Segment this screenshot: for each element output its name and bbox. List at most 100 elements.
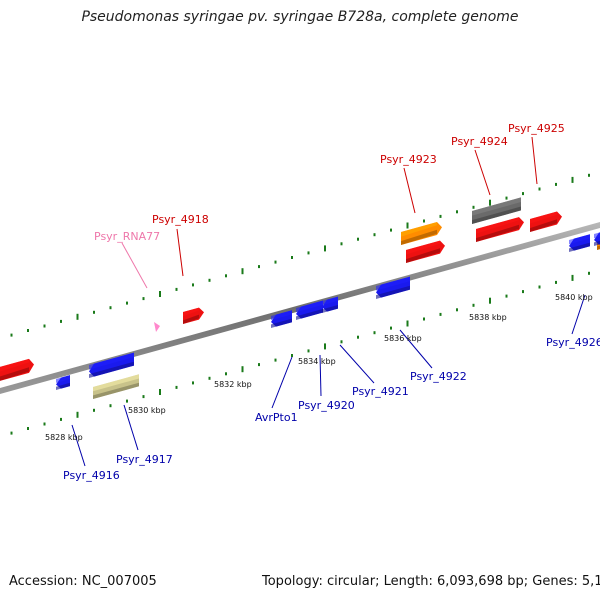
lower-track-tick	[241, 366, 244, 373]
upper-track-tick	[571, 176, 574, 183]
lower-track-tick	[27, 427, 29, 430]
upper-track-tick	[588, 173, 590, 177]
gene-psyr-4920[interactable]	[296, 300, 323, 321]
gene-psyr-4921[interactable]	[322, 296, 338, 313]
gene-psyr-4920-shadow	[296, 308, 323, 320]
lower-track-tick	[175, 385, 178, 389]
lower-track-tick	[538, 285, 541, 289]
gene-psyr-4923[interactable]	[401, 222, 442, 245]
gene-forward-6[interactable]	[476, 217, 524, 242]
leader-psyr-4917	[123, 404, 139, 451]
gene-psyr-4925-shadow	[530, 219, 557, 232]
lower-track-tick	[142, 395, 145, 399]
scale-label-5836: 5836 kbp	[384, 334, 422, 343]
lower-track-tick	[274, 358, 277, 362]
gene-forward-6-shadow	[476, 224, 519, 242]
gene-avrpto1-shadow	[271, 318, 292, 328]
gene-psyr-4916-block[interactable]	[56, 375, 70, 390]
scale-label-5838: 5838 kbp	[469, 313, 507, 322]
upper-track-tick	[93, 310, 95, 314]
leader-avrpto1	[271, 356, 293, 409]
scale-label-5828: 5828 kbp	[45, 433, 83, 442]
lower-track-tick	[357, 335, 359, 339]
lower-track-tick	[258, 363, 260, 367]
gene-blue-2-shadow	[89, 361, 134, 378]
lower-track-tick	[324, 343, 326, 350]
gene-psyr-4926-shadow	[569, 242, 590, 252]
gene-forward-4-highlight	[406, 240, 440, 255]
upper-track-tick	[43, 324, 46, 328]
upper-track-tick	[208, 278, 211, 282]
rna-psyr-rna77[interactable]	[154, 322, 160, 332]
gene-blue-2[interactable]	[89, 352, 134, 378]
gene-psyr-4922-highlight	[376, 276, 410, 291]
gene-features[interactable]	[0, 197, 600, 399]
label-psyr-4916: Psyr_4916	[63, 469, 120, 482]
upper-track-tick	[538, 187, 541, 191]
lower-track-tick	[588, 271, 590, 275]
gene-psyr-4925[interactable]	[530, 211, 562, 233]
scale-label-5834: 5834 kbp	[298, 357, 336, 366]
gene-avrpto1[interactable]	[271, 310, 292, 328]
label-psyr-rna77: Psyr_RNA77	[94, 230, 160, 243]
gene-psyr-4916-block-shadow	[56, 382, 70, 390]
lower-track-tick	[456, 308, 458, 312]
upper-track-tick	[505, 196, 508, 200]
gene-psyr-4917-shadow	[93, 382, 139, 399]
leader-psyr-4923	[403, 167, 416, 214]
upper-track-tick	[159, 291, 161, 297]
gene-forward-4[interactable]	[406, 240, 445, 263]
gene-psyr-4917[interactable]	[93, 374, 139, 399]
leader-psyr-4918	[176, 228, 184, 277]
lower-track-tick	[291, 354, 293, 357]
upper-track-tick	[126, 301, 128, 305]
scale-label-5830: 5830 kbp	[128, 406, 166, 415]
lower-track-tick	[571, 274, 574, 281]
gene-psyr-4918[interactable]	[183, 307, 204, 324]
gene-forward-1-shadow	[0, 367, 29, 381]
lower-track-tick	[373, 331, 376, 335]
upper-track-tick	[307, 251, 310, 255]
gene-psyr-4926[interactable]	[569, 234, 590, 252]
gene-forward-6-highlight	[476, 217, 519, 234]
scale-label-5832: 5832 kbp	[214, 380, 252, 389]
lower-track-tick	[208, 376, 211, 380]
label-leader-lines	[71, 136, 586, 467]
gene-psyr-4924-shadow	[472, 206, 521, 224]
genome-summary: Topology: circular; Length: 6,093,698 bp…	[262, 574, 600, 589]
upper-track-tick	[522, 192, 524, 196]
upper-track-tick	[456, 210, 458, 214]
upper-track-tick	[175, 287, 178, 291]
gene-psyr-4921-shadow	[322, 305, 338, 313]
upper-track-tick	[472, 205, 475, 209]
label-avrpto1: AvrPto1	[255, 411, 298, 424]
gene-psyr-4924-highlight	[472, 197, 521, 216]
gene-avrpto1-highlight	[271, 310, 292, 321]
upper-track-tick	[555, 182, 557, 186]
upper-track-tick	[439, 214, 442, 218]
gene-psyr-4922-shadow	[376, 285, 410, 299]
upper-track-tick	[60, 319, 62, 323]
gene-forward-8-shadow	[597, 245, 600, 250]
lower-track-tick	[10, 431, 13, 435]
upper-track-tick	[406, 222, 409, 229]
gene-psyr-4922[interactable]	[376, 276, 410, 299]
gene-forward-1[interactable]	[0, 358, 34, 382]
upper-track-tick	[373, 233, 376, 237]
upper-track-tick	[258, 265, 260, 269]
lower-track-tick	[192, 381, 194, 385]
leader-psyr-4921	[339, 344, 375, 384]
gene-psyr-4924[interactable]	[472, 197, 521, 224]
leader-psyr-4925	[531, 136, 538, 185]
upper-track-tick	[142, 297, 145, 301]
gene-psyr-4921-highlight	[322, 296, 338, 306]
lower-track-tick	[109, 404, 112, 408]
leader-psyr-4922	[399, 329, 433, 369]
lower-track-tick	[43, 422, 46, 426]
lower-track-tick	[340, 340, 343, 344]
upper-track-tick	[192, 283, 194, 287]
lower-track-tick	[555, 280, 557, 284]
gene-forward-1-highlight	[0, 358, 29, 372]
gene-blue-9[interactable]	[594, 231, 600, 246]
